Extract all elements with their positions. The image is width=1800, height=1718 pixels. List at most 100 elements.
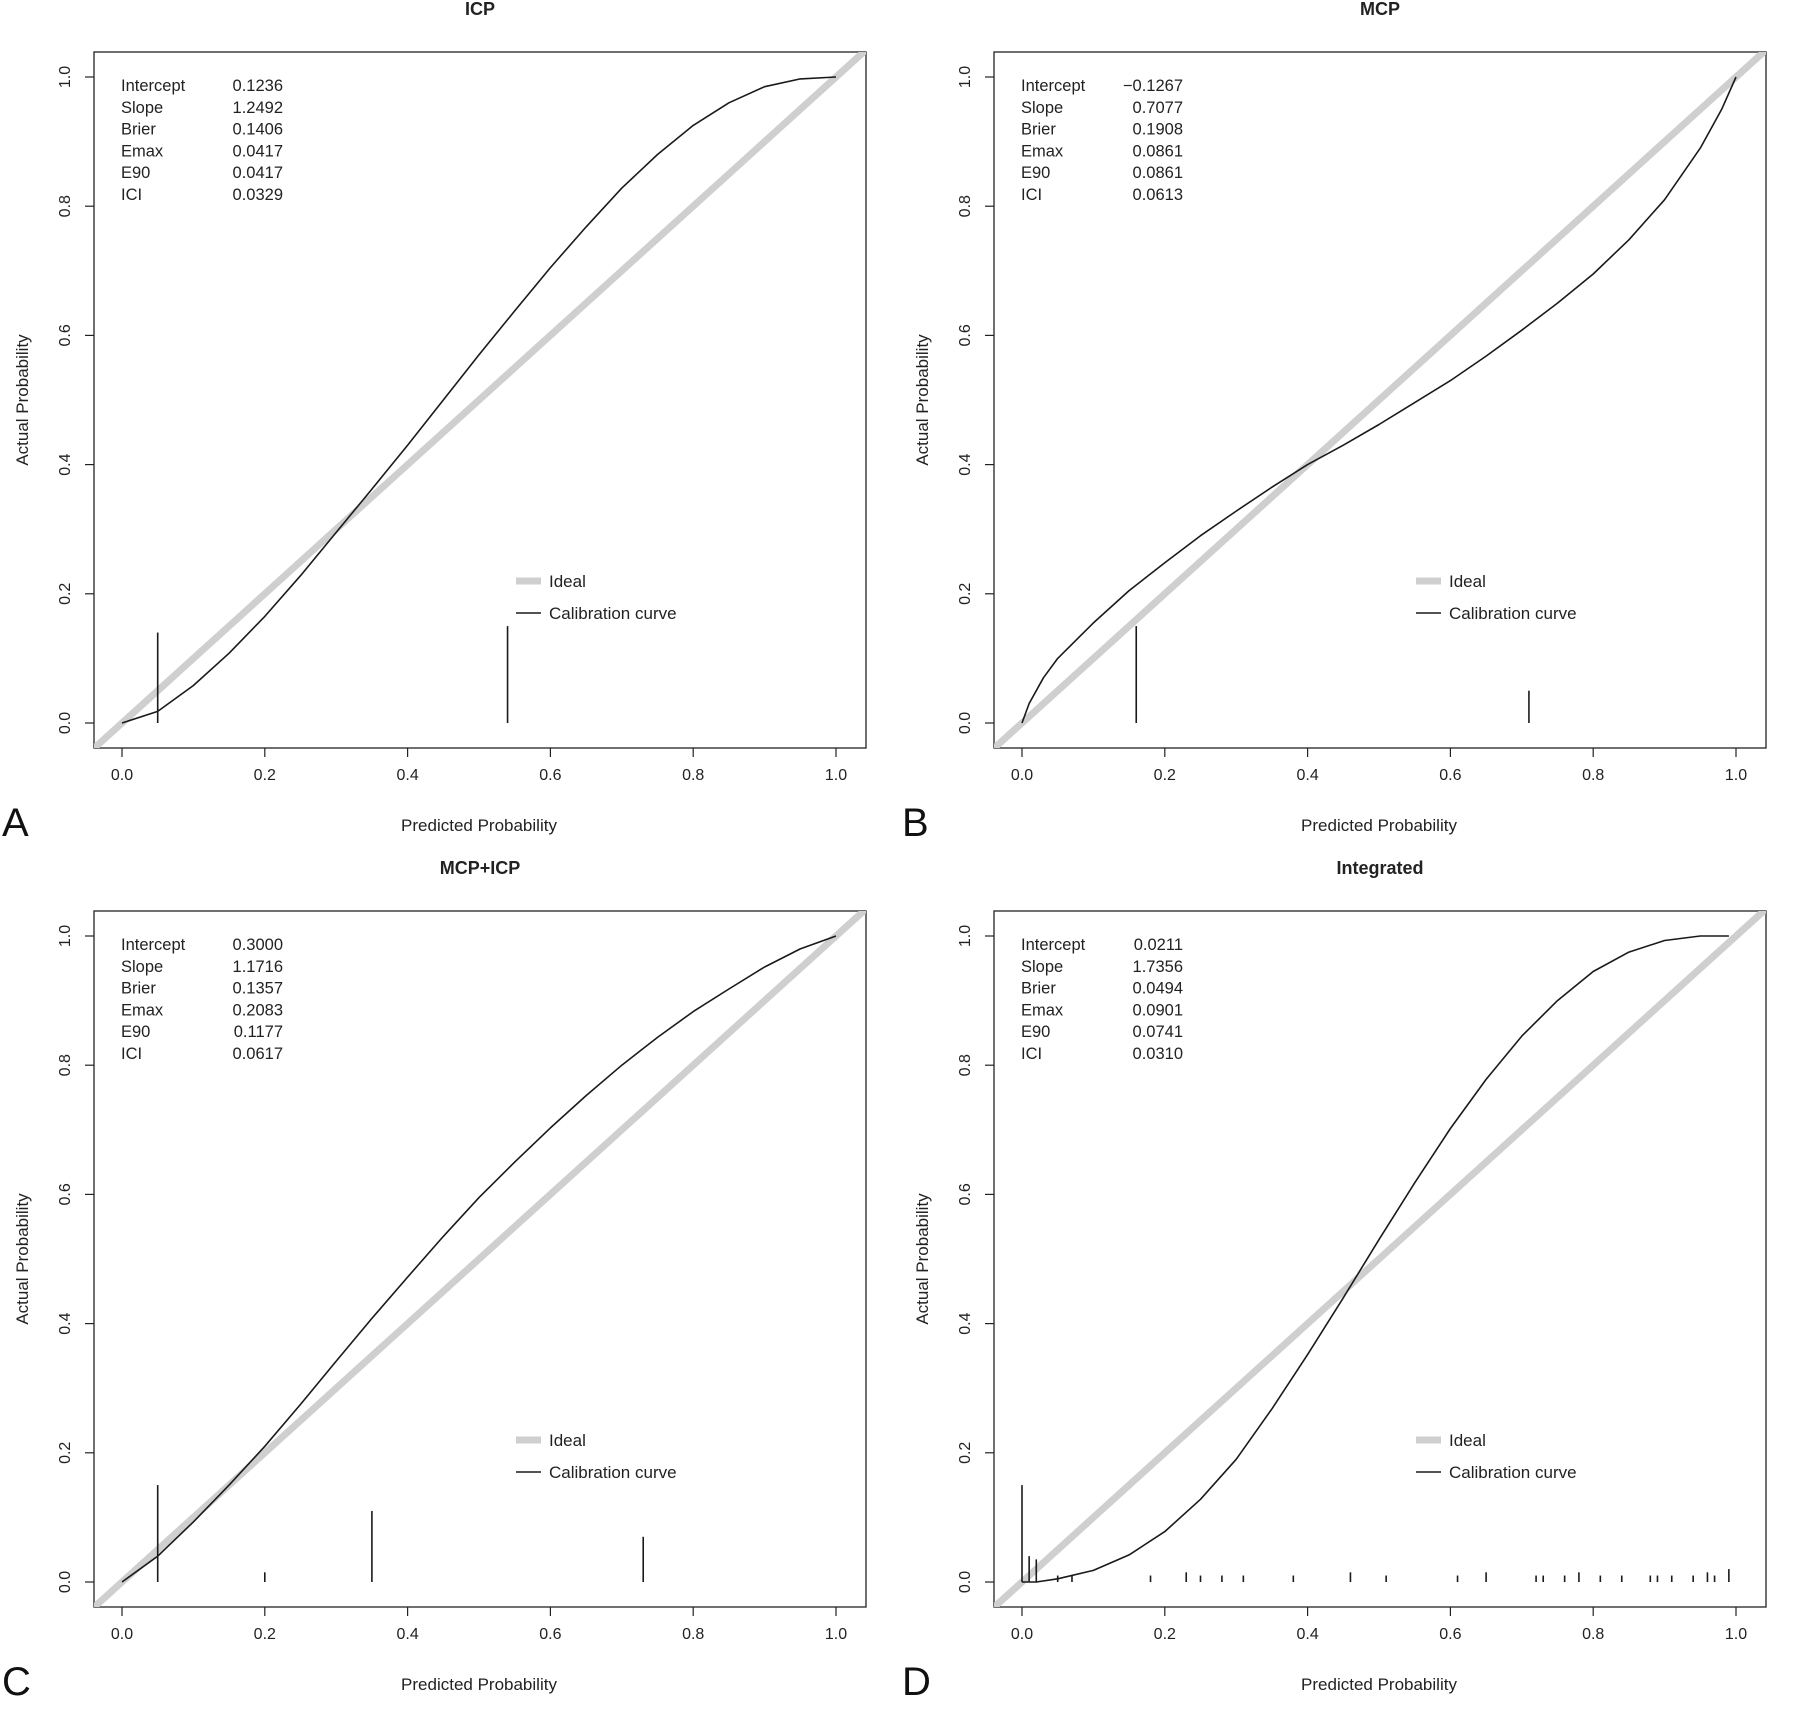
- y-tick-label: 0.6: [957, 1183, 974, 1205]
- y-tick-label: 0.4: [57, 453, 74, 475]
- y-tick-label: 0.4: [957, 1312, 974, 1334]
- stat-value: 0.0494: [1133, 980, 1183, 998]
- stat-value: 0.1177: [234, 1023, 283, 1041]
- plot-frame: [93, 910, 867, 1608]
- y-tick-label: 0.8: [57, 195, 74, 217]
- stat-value: 0.2083: [233, 1001, 283, 1019]
- x-tick-label: 0.2: [1154, 767, 1176, 784]
- stat-label: E90: [121, 164, 150, 182]
- y-tick-label: 0.6: [57, 324, 74, 346]
- calibration-plot-a: ICP 0.0 0.2 0.4 0.6 0.8 1.0 0.0 0.2 0.4 0.6 0.8 1.0 P…: [2, 0, 867, 845]
- stat-label: Brier: [1021, 121, 1056, 139]
- stat-label: Emax: [1021, 142, 1064, 160]
- y-axis-label: Actual Probability: [13, 334, 32, 466]
- ideal-line: [94, 52, 866, 748]
- stat-value: 0.0861: [1133, 164, 1183, 182]
- calibration-panel-a: ICP 0.0 0.2 0.4 0.6 0.8 1.0 0.0 0.2 0.4 0.6 0.8 1.0 P…: [0, 0, 900, 859]
- calibration-panel-c: MCP+ICP 0.0 0.2 0.4 0.6 0.8 1.0 0.0 0.2 0.4 0.6 0.8…: [0, 858, 900, 1718]
- stat-value: 0.0417: [233, 164, 283, 182]
- legend-ideal-label: Ideal: [549, 572, 586, 591]
- x-tick-label: 0.0: [1011, 1626, 1033, 1643]
- y-tick-label: 0.0: [957, 712, 974, 734]
- stat-value: 0.0901: [1133, 1001, 1183, 1019]
- ideal-line: [94, 911, 866, 1607]
- y-tick-label: 0.8: [57, 1054, 74, 1076]
- y-axis-label: Actual Probability: [913, 1193, 932, 1325]
- plot-frame: [993, 910, 1767, 1608]
- x-axis-label: Predicted Probability: [1301, 1675, 1457, 1694]
- stat-label: ICI: [121, 186, 142, 204]
- stat-label: ICI: [1021, 1045, 1042, 1063]
- y-tick-label: 1.0: [957, 66, 974, 88]
- stat-value: 1.1716: [233, 958, 283, 976]
- x-tick-label: 1.0: [1725, 1626, 1747, 1643]
- y-tick-label: 0.2: [957, 583, 974, 605]
- plot-area: [94, 911, 866, 1607]
- x-tick-label: 0.8: [682, 767, 704, 784]
- x-tick-label: 0.0: [1011, 767, 1033, 784]
- y-tick-label: 0.6: [57, 1183, 74, 1205]
- stat-label: Emax: [1021, 1001, 1064, 1019]
- legend-ideal-label: Ideal: [1449, 1431, 1486, 1450]
- stat-label: E90: [121, 1023, 150, 1041]
- x-tick-label: 0.6: [539, 767, 561, 784]
- stat-label: Intercept: [1021, 77, 1086, 95]
- stat-label: E90: [1021, 164, 1050, 182]
- x-tick-label: 0.4: [396, 1626, 418, 1643]
- stat-label: Intercept: [121, 77, 186, 95]
- plot-area: [994, 911, 1766, 1607]
- y-axis-label: Actual Probability: [13, 1193, 32, 1325]
- x-tick-label: 0.8: [1582, 1626, 1604, 1643]
- stat-label: Brier: [1021, 980, 1056, 998]
- stat-label: Emax: [121, 142, 164, 160]
- y-tick-label: 0.0: [57, 712, 74, 734]
- stat-label: Slope: [121, 958, 163, 976]
- x-tick-label: 0.8: [1582, 767, 1604, 784]
- stat-label: Slope: [1021, 99, 1063, 117]
- calibration-curve: [121, 935, 837, 1583]
- x-tick-label: 0.2: [254, 767, 276, 784]
- panel-letter: D: [902, 1660, 931, 1704]
- stat-value: 0.0613: [1133, 186, 1183, 204]
- stat-value: 0.1357: [233, 980, 283, 998]
- stat-value: 0.0329: [233, 186, 283, 204]
- stat-label: Brier: [121, 980, 156, 998]
- stat-value: 0.0211: [1134, 936, 1183, 954]
- ideal-line: [994, 911, 1766, 1607]
- stat-value: 0.3000: [233, 936, 283, 954]
- y-tick-label: 1.0: [57, 66, 74, 88]
- chart-title: MCP: [1360, 0, 1400, 19]
- stat-value: −0.1267: [1123, 77, 1183, 95]
- stat-value: 0.0861: [1133, 142, 1183, 160]
- calibration-curve: [121, 76, 837, 724]
- y-tick-label: 0.2: [957, 1442, 974, 1464]
- calibration-curve: [1021, 76, 1737, 724]
- stat-value: 1.7356: [1133, 958, 1183, 976]
- x-tick-label: 0.8: [682, 1626, 704, 1643]
- panel-letter: C: [2, 1660, 31, 1704]
- stat-label: Emax: [121, 1001, 164, 1019]
- y-tick-label: 0.0: [957, 1571, 974, 1593]
- plot-area: [94, 52, 866, 748]
- y-tick-label: 1.0: [57, 925, 74, 947]
- legend-curve-label: Calibration curve: [549, 604, 677, 623]
- chart-title: Integrated: [1336, 858, 1423, 878]
- stat-value: 0.0417: [233, 142, 283, 160]
- calibration-panel-b: MCP 0.0 0.2 0.4 0.6 0.8 1.0 0.0 0.2 0.4 0.6 0.8 1.0 P…: [900, 0, 1800, 859]
- y-tick-label: 1.0: [957, 925, 974, 947]
- x-tick-label: 1.0: [825, 1626, 847, 1643]
- stat-value: 0.1236: [233, 77, 283, 95]
- legend-ideal-label: Ideal: [549, 1431, 586, 1450]
- y-tick-label: 0.4: [957, 453, 974, 475]
- stat-value: 0.0617: [233, 1045, 283, 1063]
- calibration-plot-b: MCP 0.0 0.2 0.4 0.6 0.8 1.0 0.0 0.2 0.4 0.6 0.8 1.0 P…: [902, 0, 1767, 845]
- legend-curve-label: Calibration curve: [1449, 1463, 1577, 1482]
- x-tick-label: 1.0: [825, 767, 847, 784]
- x-tick-label: 0.4: [396, 767, 418, 784]
- x-tick-label: 0.2: [254, 1626, 276, 1643]
- y-tick-label: 0.8: [957, 195, 974, 217]
- y-tick-label: 0.4: [57, 1312, 74, 1334]
- panel-letter: B: [902, 801, 929, 845]
- legend-curve-label: Calibration curve: [549, 1463, 677, 1482]
- chart-title: ICP: [465, 0, 495, 19]
